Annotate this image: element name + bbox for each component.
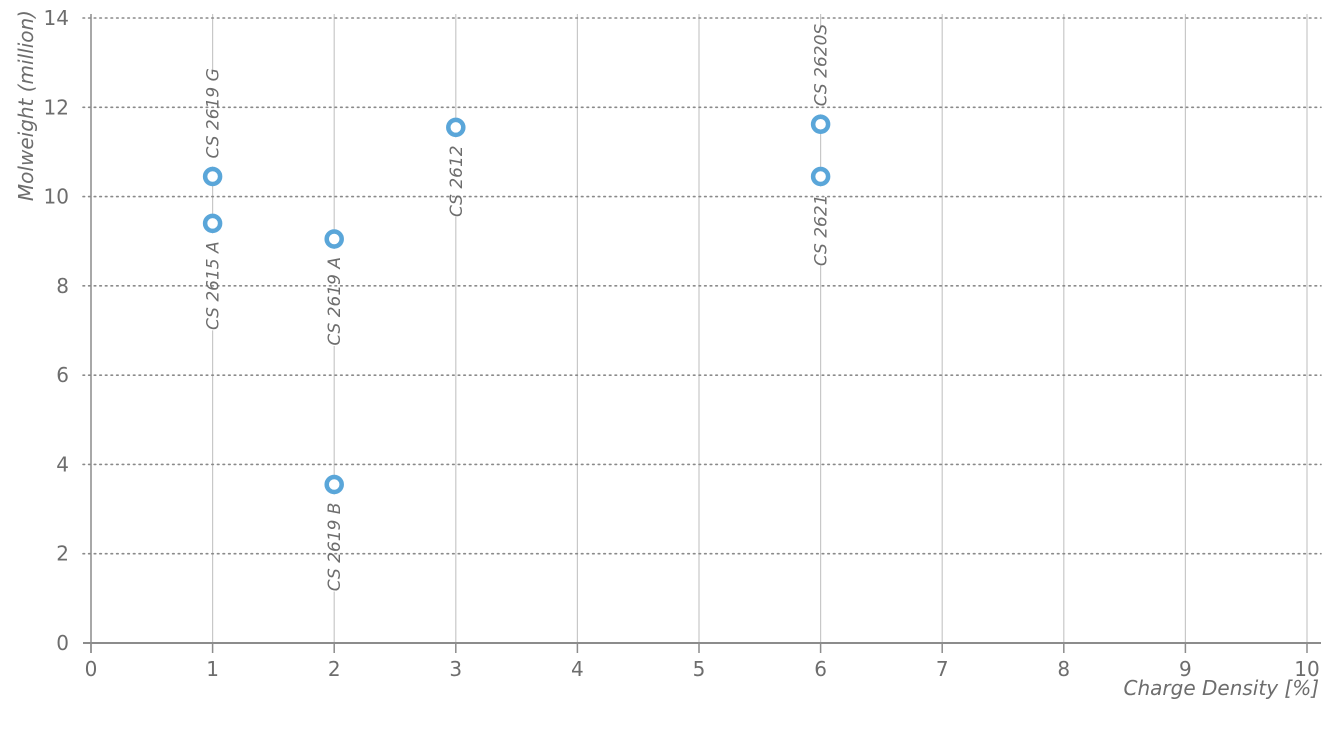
x-tick-label: 8	[1057, 657, 1070, 681]
point-label: CS 2621	[812, 194, 832, 266]
point-label: CS 2619 B	[325, 503, 345, 592]
y-tick-label: 4	[56, 452, 69, 476]
y-tick-label: 0	[56, 631, 69, 655]
x-tick-label: 4	[571, 657, 584, 681]
point-label: CS 2619 G	[204, 68, 224, 158]
data-point	[810, 114, 831, 134]
y-tick-label: 14	[44, 6, 69, 30]
y-tick-label: 2	[56, 542, 69, 566]
data-point	[446, 117, 466, 138]
grid-layer	[82, 14, 1322, 643]
y-tick-label: 6	[56, 363, 69, 387]
x-tick-label: 1	[206, 657, 219, 681]
x-tick-label: 10	[1294, 657, 1319, 681]
y-axis-title: Molweight (million)	[14, 10, 38, 201]
point-label-layer: CS 2619 G CS 2615 A CS 2619 A CS 2619 B CS 2…	[204, 24, 832, 592]
data-point	[324, 474, 344, 495]
x-tick-label: 7	[936, 657, 949, 681]
y-tick-label: 10	[44, 185, 69, 209]
y-tick-label: 8	[56, 274, 69, 298]
data-point	[810, 166, 831, 187]
data-point-layer	[202, 114, 831, 495]
x-tick-label: 9	[1179, 657, 1192, 681]
data-point	[324, 229, 344, 249]
point-label: CS 2619 A	[325, 257, 345, 346]
x-tick-label: 5	[693, 657, 706, 681]
data-point	[202, 213, 223, 234]
y-tick-label: 12	[44, 95, 69, 119]
x-tick-label: 6	[814, 657, 827, 681]
x-axis-title: Charge Density [%]	[1124, 676, 1319, 700]
x-tick-label: 2	[328, 657, 341, 681]
data-point	[202, 166, 223, 187]
point-label: CS 2612	[447, 145, 467, 217]
x-tick-label: 0	[85, 657, 98, 681]
x-tick-label: 3	[449, 657, 462, 681]
point-label: CS 2615 A	[204, 241, 224, 330]
point-label: CS 2620S	[812, 24, 832, 107]
